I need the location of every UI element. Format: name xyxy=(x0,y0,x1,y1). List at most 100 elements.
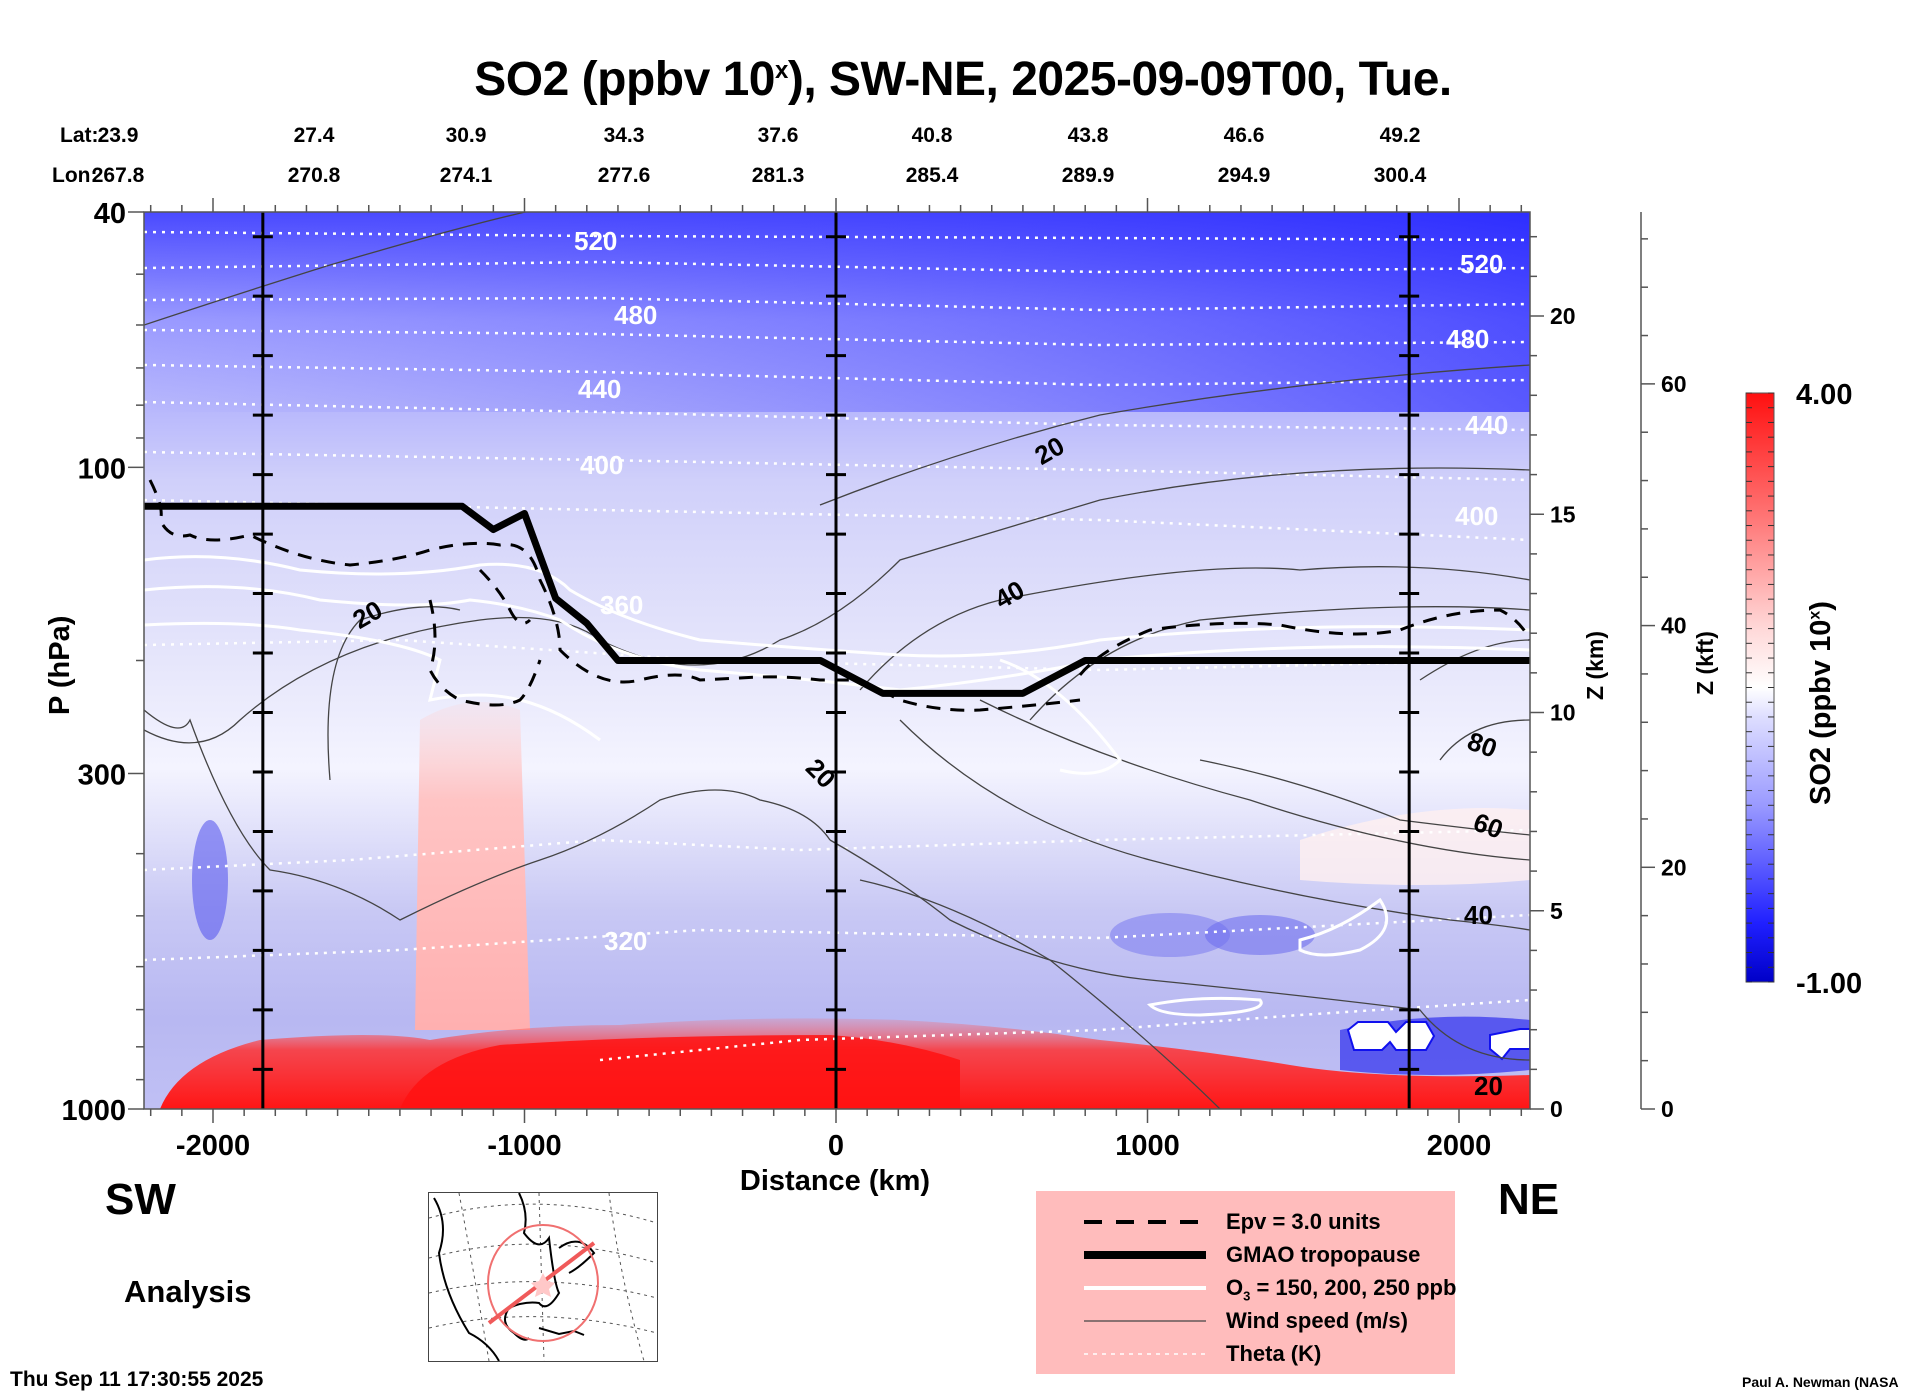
x-tick-label: 2000 xyxy=(1427,1130,1492,1162)
theta-label: 480 xyxy=(1446,324,1489,354)
theta-contours xyxy=(144,230,1530,1062)
zkm-tick-label: 15 xyxy=(1550,501,1576,527)
zkft-tick-label: 20 xyxy=(1661,854,1687,880)
title-text: SO2 (ppbv 10 xyxy=(474,53,775,106)
wind-speed-contour xyxy=(327,606,461,781)
colorbar-ticks: 4.00 -1.00 xyxy=(1746,379,1862,1000)
so2-missing-region xyxy=(1346,1021,1436,1051)
theta-label: 480 xyxy=(614,300,657,330)
x-tick-label: 1000 xyxy=(1115,1130,1180,1162)
latlon-row-label: Lat: xyxy=(60,124,99,147)
lon-value: 274.1 xyxy=(439,164,493,187)
lat-value: 46.6 xyxy=(1223,124,1265,147)
theta-contour xyxy=(144,400,1530,432)
lat-value: 40.8 xyxy=(911,124,953,147)
wind-speed-contour xyxy=(1439,719,1530,761)
direction-sw: SW xyxy=(105,1175,176,1224)
x-tick-label: -1000 xyxy=(487,1130,561,1162)
lon-value: 267.8 xyxy=(91,164,145,187)
map-svg xyxy=(428,1192,658,1362)
lat-value: 23.9 xyxy=(97,124,139,147)
y-tick-label: 1000 xyxy=(61,1095,126,1127)
gmao-tropopause xyxy=(144,502,1530,697)
lon-value: 294.9 xyxy=(1217,164,1271,187)
analysis-label: Analysis xyxy=(124,1274,252,1309)
map-inset xyxy=(428,1192,658,1362)
zkm-tick-label: 5 xyxy=(1550,898,1563,924)
theta-contour xyxy=(144,913,1530,962)
lon-value: 285.4 xyxy=(905,164,959,187)
wind-speed-contour xyxy=(144,709,831,921)
theta-label: 320 xyxy=(604,926,647,956)
wind-label: 40 xyxy=(1464,900,1493,930)
theta-contour xyxy=(144,328,1530,347)
legend-swatch-thin xyxy=(1084,1320,1206,1322)
colorbar-label-wrap: SO2 (ppbv 10x) xyxy=(1805,601,1926,838)
theta-label: 400 xyxy=(1455,501,1498,531)
x-tick-label: 0 xyxy=(828,1130,844,1162)
legend-item: Theta (K) xyxy=(1036,1339,1455,1369)
ozone-contour xyxy=(1298,897,1389,957)
z-km-axis-label: Z (km) xyxy=(1582,631,1608,700)
wind-speed-contour xyxy=(899,719,1530,931)
map-coastlines xyxy=(433,1192,596,1362)
so2-missing-region xyxy=(1489,1028,1530,1061)
legend-label: O3 = 150, 200, 250 ppb xyxy=(1226,1275,1457,1304)
legend-label: GMAO tropopause xyxy=(1226,1242,1421,1267)
lon-value: 300.4 xyxy=(1373,164,1427,187)
latlon-row-label: Lon: xyxy=(52,164,98,187)
theta-contour xyxy=(144,260,1530,274)
ozone-contour xyxy=(1146,996,1263,1017)
y-axis-pressure: 40 100 300 1000 xyxy=(61,198,144,1127)
ozone-contour xyxy=(144,585,1530,692)
wind-speed-contour xyxy=(1199,759,1530,836)
y-tick-label: 300 xyxy=(78,759,126,791)
theta-contour xyxy=(144,450,1530,482)
theta-label: 440 xyxy=(578,374,621,404)
legend-swatch-dotted xyxy=(1084,1353,1206,1355)
colorbar-label: SO2 (ppbv 10x) xyxy=(1805,601,1837,805)
lat-value: 27.4 xyxy=(293,124,335,147)
theta-label: 400 xyxy=(580,450,623,480)
lat-value: 30.9 xyxy=(445,124,487,147)
chart-title: SO2 (ppbv 10x), SW-NE, 2025-09-09T00, Tu… xyxy=(0,52,1926,107)
y-axis-z-kft: 0 20 40 60 xyxy=(1640,212,1687,1122)
lat-value: 49.2 xyxy=(1379,124,1421,147)
legend: Epv = 3.0 units GMAO tropopause O3 = 150, … xyxy=(1036,1191,1457,1374)
colorbar-min-label: -1.00 xyxy=(1796,968,1862,1000)
wind-speed-contour xyxy=(859,566,1530,691)
so2-boundary-layer-core xyxy=(400,1035,960,1109)
wind-speed-contour xyxy=(1419,639,1530,681)
title-superscript: x xyxy=(775,57,788,84)
x-axis-label: Distance (km) xyxy=(739,1165,931,1197)
legend-label: Theta (K) xyxy=(1226,1341,1322,1366)
wind-label: 20 xyxy=(1474,1071,1503,1101)
wind-speed-contour xyxy=(829,839,1530,1061)
theta-label: 520 xyxy=(1460,249,1503,279)
legend-swatch-white xyxy=(1084,1286,1206,1290)
epv-contour xyxy=(148,479,860,684)
lon-value: 270.8 xyxy=(287,164,341,187)
ozone-contour xyxy=(144,621,601,742)
ozone-contour xyxy=(999,658,1122,775)
y-axis-label: P (hPa) xyxy=(44,615,76,715)
title-text-suffix: ), SW-NE, 2025-09-09T00, Tue. xyxy=(787,53,1452,106)
legend-swatch-thick xyxy=(1084,1251,1206,1259)
theta-contour xyxy=(144,363,1530,387)
lon-value: 281.3 xyxy=(751,164,805,187)
lon-value: 289.9 xyxy=(1061,164,1115,187)
direction-ne: NE xyxy=(1498,1175,1560,1224)
y-axis-label-wrap: P (hPa) xyxy=(44,616,143,748)
lat-value: 43.8 xyxy=(1067,124,1109,147)
legend-swatch-dashed xyxy=(1084,1220,1206,1224)
tropopause-line xyxy=(144,502,1530,697)
legend-item: Wind speed (m/s) xyxy=(1036,1306,1455,1336)
theta-contour xyxy=(144,828,1530,872)
zkft-tick-label: 0 xyxy=(1661,1096,1674,1122)
y-axis-z-km: 0 5 10 15 20 xyxy=(1530,235,1576,1122)
wind-speed-contour xyxy=(819,364,1530,506)
map-center-marker xyxy=(531,1273,555,1297)
ozone-contours xyxy=(144,555,1530,1017)
legend-label: Wind speed (m/s) xyxy=(1226,1308,1408,1333)
